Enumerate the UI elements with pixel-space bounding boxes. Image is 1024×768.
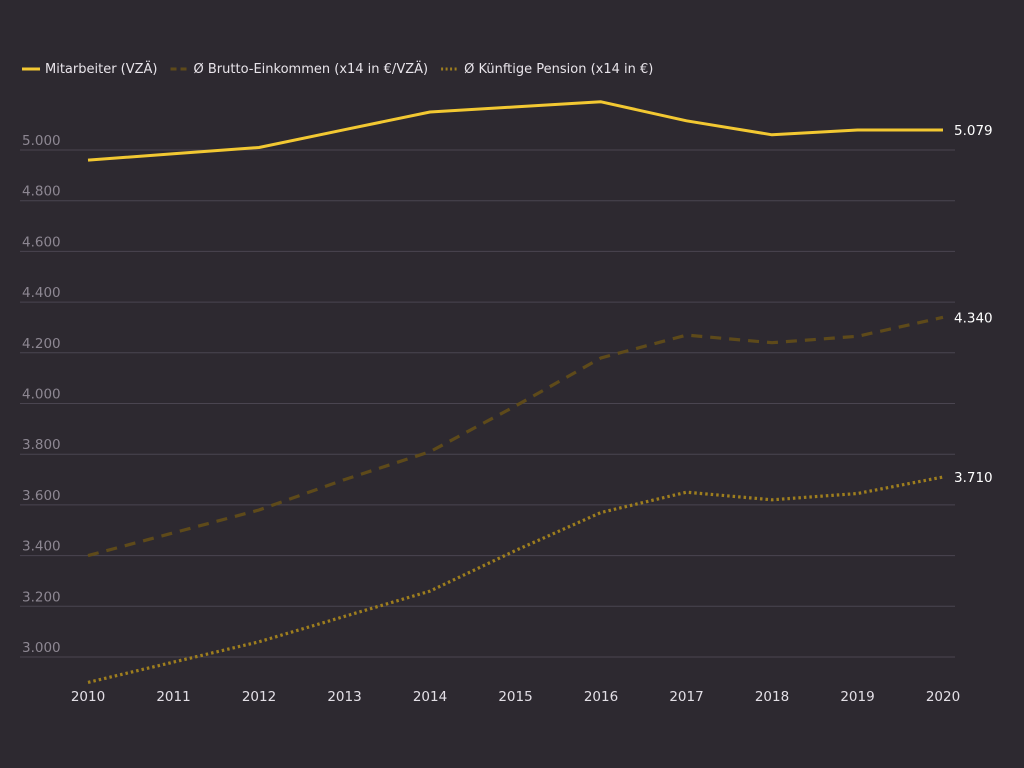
- end-label-1: 5.079: [954, 123, 993, 139]
- grid-lines: [20, 149, 955, 658]
- x-tick-label: 2019: [840, 689, 874, 705]
- end-label-2: 4.340: [954, 310, 993, 326]
- y-tick-label: 3.800: [22, 437, 61, 453]
- x-tick-label: 2014: [413, 689, 447, 705]
- y-tick-label: 4.400: [22, 285, 61, 301]
- y-tick-label: 3.400: [22, 539, 61, 555]
- y-tick-label: 5.000: [22, 133, 61, 149]
- x-tick-label: 2010: [71, 689, 105, 705]
- x-tick-label: 2018: [755, 689, 789, 705]
- y-tick-label: 4.800: [22, 184, 61, 200]
- x-tick-label: 2016: [584, 689, 618, 705]
- x-tick-label: 2012: [242, 689, 276, 705]
- end-labels: 5.079 4.340 3.710: [954, 123, 993, 486]
- x-tick-label: 2013: [327, 689, 361, 705]
- x-tick-label: 2011: [156, 689, 190, 705]
- series-lines: [87, 100, 944, 684]
- x-tick-label: 2015: [498, 689, 532, 705]
- y-tick-label: 4.200: [22, 336, 61, 352]
- y-tick-label: 3.600: [22, 488, 61, 504]
- legend-label-3: Ø Künftige Pension (x14 in €): [464, 62, 653, 77]
- series-line-1: [87, 100, 943, 162]
- y-tick-label: 4.600: [22, 234, 61, 250]
- legend-label-1: Mitarbeiter (VZÄ): [45, 61, 158, 77]
- y-tick-label: 4.000: [22, 387, 61, 403]
- y-tick-label: 3.200: [22, 589, 61, 605]
- series-line-3: [87, 475, 944, 684]
- x-tick-label: 2017: [669, 689, 703, 705]
- y-axis-ticks: 3.000 3.200 3.400 3.600 3.800 4.000 4.200 4.400…: [22, 133, 61, 656]
- x-tick-label: 2020: [926, 689, 960, 705]
- x-axis-ticks: 2010 2011 2012 2013 2014 2015 2016 2017 2018 2019…: [71, 689, 960, 705]
- y-tick-label: 3.000: [22, 640, 61, 656]
- legend-label-2: Ø Brutto-Einkommen (x14 in €/VZÄ): [194, 61, 429, 77]
- end-label-3: 3.710: [954, 470, 993, 486]
- legend: Mitarbeiter (VZÄ) Ø Brutto-Einkommen (x14…: [22, 61, 653, 77]
